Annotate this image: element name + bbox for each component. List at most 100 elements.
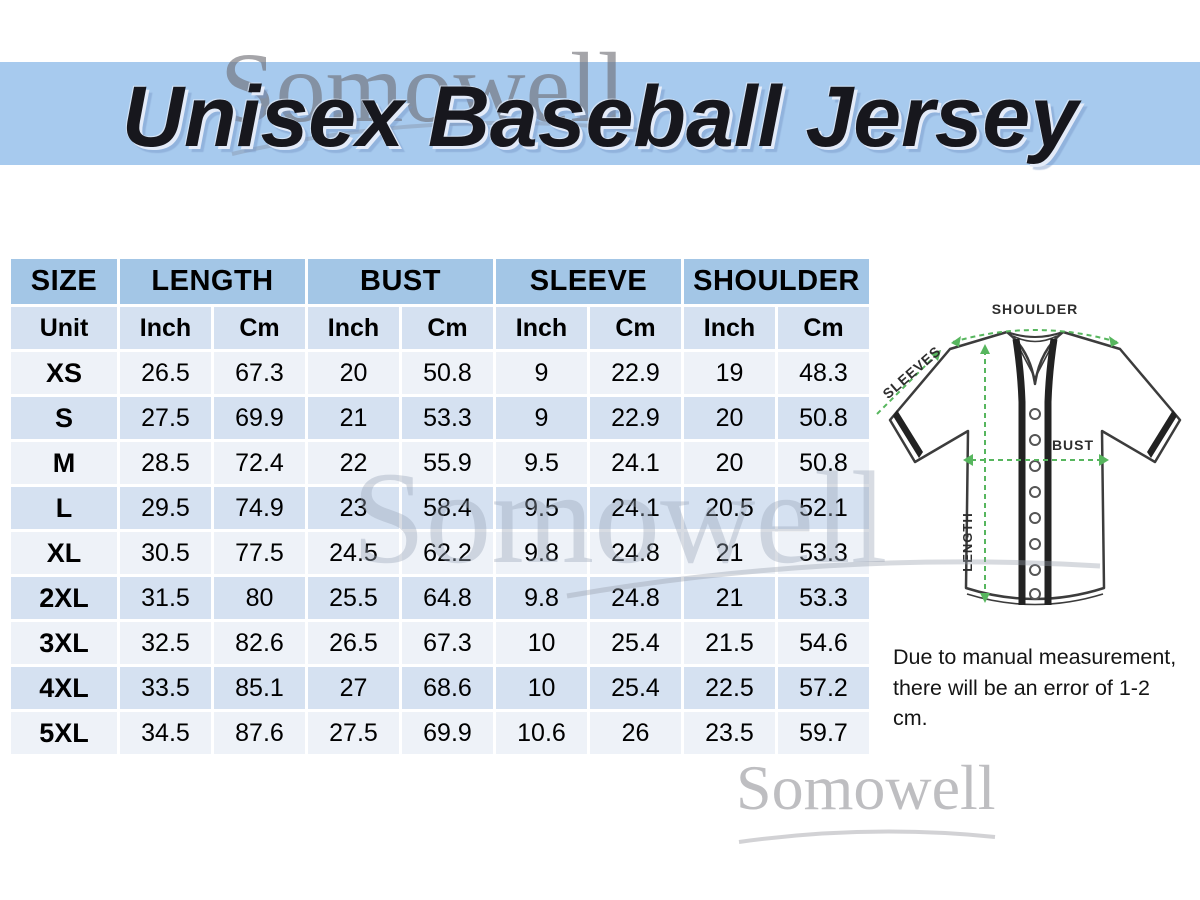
unit-cell: Inch bbox=[496, 307, 587, 349]
measurement-cell: 21 bbox=[684, 577, 775, 619]
measurement-cell: 23.5 bbox=[684, 712, 775, 754]
unit-cell: Inch bbox=[308, 307, 399, 349]
measurement-cell: 67.3 bbox=[214, 352, 305, 394]
measurement-cell: 25.4 bbox=[590, 622, 681, 664]
col-header-shoulder: SHOULDER bbox=[684, 259, 869, 304]
jersey-diagram: SHOULDER SLEEVES BUST LENGTH bbox=[875, 292, 1195, 649]
measurement-cell: 21.5 bbox=[684, 622, 775, 664]
measurement-cell: 58.4 bbox=[402, 487, 493, 529]
size-chart-table: SIZE LENGTH BUST SLEEVE SHOULDER Unit In… bbox=[8, 256, 872, 757]
note-line-2: there will be an error of 1-2 cm. bbox=[893, 675, 1150, 731]
measurement-cell: 29.5 bbox=[120, 487, 211, 529]
unit-cell: Unit bbox=[11, 307, 117, 349]
measurement-cell: 53.3 bbox=[778, 577, 869, 619]
table-unit-row: Unit Inch Cm Inch Cm Inch Cm Inch Cm bbox=[11, 307, 869, 349]
table-row-4xl: 4XL 33.5 85.1 27 68.6 10 25.4 22.5 57.2 bbox=[11, 667, 869, 709]
measurement-cell: 9.5 bbox=[496, 487, 587, 529]
measurement-cell: 30.5 bbox=[120, 532, 211, 574]
measurement-cell: 23 bbox=[308, 487, 399, 529]
measurement-cell: 32.5 bbox=[120, 622, 211, 664]
unit-cell: Inch bbox=[120, 307, 211, 349]
unit-cell: Inch bbox=[684, 307, 775, 349]
jersey-buttons bbox=[1029, 408, 1041, 600]
measurement-cell: 21 bbox=[308, 397, 399, 439]
watermark-bottom: Somowell bbox=[736, 752, 996, 823]
measurement-cell: 48.3 bbox=[778, 352, 869, 394]
measurement-cell: 34.5 bbox=[120, 712, 211, 754]
measurement-cell: 74.9 bbox=[214, 487, 305, 529]
col-header-bust: BUST bbox=[308, 259, 493, 304]
col-header-length: LENGTH bbox=[120, 259, 305, 304]
measurement-cell: 85.1 bbox=[214, 667, 305, 709]
size-cell: M bbox=[11, 442, 117, 484]
size-cell: S bbox=[11, 397, 117, 439]
table-header-row: SIZE LENGTH BUST SLEEVE SHOULDER bbox=[11, 259, 869, 304]
measurement-cell: 9 bbox=[496, 397, 587, 439]
measurement-cell: 62.2 bbox=[402, 532, 493, 574]
measurement-cell: 24.1 bbox=[590, 442, 681, 484]
measurement-cell: 53.3 bbox=[778, 532, 869, 574]
measurement-cell: 26.5 bbox=[120, 352, 211, 394]
unit-cell: Cm bbox=[778, 307, 869, 349]
measurement-cell: 87.6 bbox=[214, 712, 305, 754]
arrowheads bbox=[930, 336, 1119, 603]
size-cell: L bbox=[11, 487, 117, 529]
measurement-cell: 27.5 bbox=[120, 397, 211, 439]
measurement-cell: 24.5 bbox=[308, 532, 399, 574]
measurement-cell: 19 bbox=[684, 352, 775, 394]
measurement-cell: 27 bbox=[308, 667, 399, 709]
page-title: Unisex Baseball Jersey bbox=[121, 69, 1079, 165]
measurement-cell: 22.9 bbox=[590, 397, 681, 439]
measurement-cell: 9.5 bbox=[496, 442, 587, 484]
measurement-cell: 20 bbox=[308, 352, 399, 394]
size-cell: XS bbox=[11, 352, 117, 394]
unit-cell: Cm bbox=[214, 307, 305, 349]
measurement-cell: 77.5 bbox=[214, 532, 305, 574]
size-cell: 4XL bbox=[11, 667, 117, 709]
measurement-cell: 28.5 bbox=[120, 442, 211, 484]
table-row-l: L 29.5 74.9 23 58.4 9.5 24.1 20.5 52.1 bbox=[11, 487, 869, 529]
unit-cell: Cm bbox=[402, 307, 493, 349]
measurement-cell: 9 bbox=[496, 352, 587, 394]
measurement-cell: 10.6 bbox=[496, 712, 587, 754]
note-line-1: Due to manual measurement, bbox=[893, 645, 1177, 669]
table-row-3xl: 3XL 32.5 82.6 26.5 67.3 10 25.4 21.5 54.… bbox=[11, 622, 869, 664]
measurement-cell: 9.8 bbox=[496, 532, 587, 574]
measurement-cell: 50.8 bbox=[402, 352, 493, 394]
measurement-cell: 21 bbox=[684, 532, 775, 574]
measurement-note: Due to manual measurement, there will be… bbox=[893, 642, 1183, 734]
measurement-cell: 31.5 bbox=[120, 577, 211, 619]
size-cell: 5XL bbox=[11, 712, 117, 754]
size-cell: 2XL bbox=[11, 577, 117, 619]
watermark-swoosh-bottom bbox=[738, 829, 996, 844]
measurement-cell: 22 bbox=[308, 442, 399, 484]
measurement-cell: 68.6 bbox=[402, 667, 493, 709]
shoulder-arrow-line bbox=[952, 329, 1118, 343]
table-row-xl: XL 30.5 77.5 24.5 62.2 9.8 24.8 21 53.3 bbox=[11, 532, 869, 574]
table-row-m: M 28.5 72.4 22 55.9 9.5 24.1 20 50.8 bbox=[11, 442, 869, 484]
measurement-cell: 50.8 bbox=[778, 442, 869, 484]
jersey-collar-icon bbox=[1006, 331, 1064, 338]
measurement-cell: 22.5 bbox=[684, 667, 775, 709]
measurement-cell: 22.9 bbox=[590, 352, 681, 394]
measurement-cell: 67.3 bbox=[402, 622, 493, 664]
size-cell: XL bbox=[11, 532, 117, 574]
measurement-cell: 24.8 bbox=[590, 577, 681, 619]
measurement-cell: 20.5 bbox=[684, 487, 775, 529]
table-row-s: S 27.5 69.9 21 53.3 9 22.9 20 50.8 bbox=[11, 397, 869, 439]
measurement-cell: 69.9 bbox=[402, 712, 493, 754]
jersey-hem-line bbox=[966, 593, 1104, 606]
col-header-size: SIZE bbox=[11, 259, 117, 304]
measurement-cell: 25.4 bbox=[590, 667, 681, 709]
measurement-cell: 69.9 bbox=[214, 397, 305, 439]
table-row-2xl: 2XL 31.5 80 25.5 64.8 9.8 24.8 21 53.3 bbox=[11, 577, 869, 619]
measurement-cell: 54.6 bbox=[778, 622, 869, 664]
measurement-cell: 26 bbox=[590, 712, 681, 754]
measurement-cell: 10 bbox=[496, 667, 587, 709]
measurement-cell: 24.1 bbox=[590, 487, 681, 529]
size-cell: 3XL bbox=[11, 622, 117, 664]
measurement-cell: 25.5 bbox=[308, 577, 399, 619]
measurement-cell: 52.1 bbox=[778, 487, 869, 529]
measurement-cell: 80 bbox=[214, 577, 305, 619]
measurement-cell: 24.8 bbox=[590, 532, 681, 574]
